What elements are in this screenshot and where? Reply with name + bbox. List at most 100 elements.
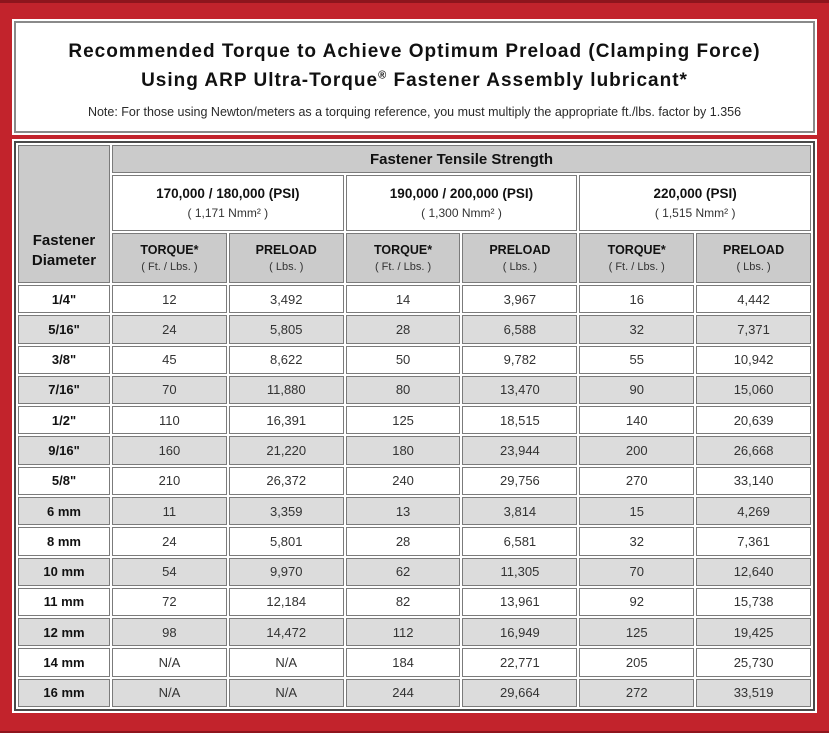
value-cell: 3,967: [462, 285, 578, 314]
table-row: 14 mm N/A N/A 184 22,771 205 25,730: [18, 648, 811, 677]
value-cell: 62: [345, 557, 461, 586]
value-cell: 11,305: [462, 557, 578, 586]
value-cell: 33,519: [696, 678, 811, 707]
fastener-diameter-cell: 5/16": [18, 315, 110, 344]
page-title-line2: Using ARP Ultra-Torque® Fastener Assembl…: [26, 66, 803, 95]
value-cell: 140: [579, 406, 695, 435]
value-cell: 23,944: [462, 436, 578, 465]
value-cell: 14: [345, 285, 461, 314]
torque-label: TORQUE*: [140, 243, 199, 257]
fastener-diameter-cell: 6 mm: [18, 496, 110, 526]
preload-unit: ( Lbs. ): [502, 261, 538, 273]
value-cell: 19,425: [696, 618, 811, 647]
nmm-value-2: ( 1,300 Nmm² ): [421, 206, 502, 220]
value-cell: 6,588: [462, 315, 578, 344]
fastener-diameter-cell: 1/2": [18, 406, 110, 435]
psi-value-1: 170,000 / 180,000 (PSI): [156, 186, 300, 201]
table-row: 12 mm 98 14,472 112 16,949 125 19,425: [18, 618, 811, 647]
table-row: 10 mm 54 9,970 62 11,305 70 12,640: [18, 557, 811, 586]
table-row: 8 mm 24 5,801 28 6,581 32 7,361: [18, 527, 811, 556]
value-cell: 4,269: [696, 496, 811, 526]
nmm-value-1: ( 1,171 Nmm² ): [187, 206, 269, 220]
value-cell: 8,622: [228, 345, 344, 374]
psi-group-2: 190,000 / 200,000 (PSI) ( 1,300 Nmm² ): [345, 175, 578, 231]
preload-label: PRELOAD: [489, 243, 551, 257]
table-row: 3/8" 45 8,622 50 9,782 55 10,942: [18, 345, 811, 374]
value-cell: 5,801: [228, 527, 344, 556]
table-row: 16 mm N/A N/A 244 29,664 272 33,519: [18, 678, 811, 707]
value-cell: 210: [112, 466, 227, 495]
table-row: 5/16" 24 5,805 28 6,588 32 7,371: [18, 315, 811, 344]
value-cell: 70: [112, 375, 227, 405]
table-row: 1/2" 110 16,391 125 18,515 140 20,639: [18, 406, 811, 435]
value-cell: 26,372: [228, 466, 344, 495]
fastener-diameter-cell: 16 mm: [18, 678, 110, 707]
psi-group-1: 170,000 / 180,000 (PSI) ( 1,171 Nmm² ): [112, 175, 344, 231]
value-cell: 82: [345, 587, 461, 617]
value-cell: 3,814: [462, 496, 578, 526]
value-cell: 12,184: [228, 587, 344, 617]
psi-value-3: 220,000 (PSI): [653, 186, 737, 201]
torque-label: TORQUE*: [607, 243, 666, 257]
fastener-diameter-cell: 3/8": [18, 345, 110, 374]
value-cell: 6,581: [462, 527, 578, 556]
value-cell: 25,730: [696, 648, 811, 677]
value-cell: 55: [579, 345, 695, 374]
table-row: 6 mm 11 3,359 13 3,814 15 4,269: [18, 496, 811, 526]
value-cell: 15: [579, 496, 695, 526]
value-cell: N/A: [112, 648, 227, 677]
fastener-diameter-cell: 14 mm: [18, 648, 110, 677]
preload-unit: ( Lbs. ): [736, 261, 771, 273]
value-cell: 13,470: [462, 375, 578, 405]
value-cell: 7,361: [696, 527, 811, 556]
page-content: Recommended Torque to Achieve Optimum Pr…: [14, 21, 815, 711]
value-cell: 20,639: [696, 406, 811, 435]
nmm-value-3: ( 1,515 Nmm² ): [654, 206, 736, 220]
value-cell: 7,371: [696, 315, 811, 344]
preload-header-1: PRELOAD ( Lbs. ): [228, 233, 344, 283]
value-cell: 240: [345, 466, 461, 495]
value-cell: 272: [579, 678, 695, 707]
value-cell: 28: [345, 315, 461, 344]
value-cell: N/A: [112, 678, 227, 707]
value-cell: 110: [112, 406, 227, 435]
value-cell: 5,805: [228, 315, 344, 344]
value-cell: 13,961: [462, 587, 578, 617]
table-row: 5/8" 210 26,372 240 29,756 270 33,140: [18, 466, 811, 495]
value-cell: 4,442: [696, 285, 811, 314]
preload-unit: ( Lbs. ): [269, 261, 304, 273]
fastener-diameter-cell: 11 mm: [18, 587, 110, 617]
value-cell: 32: [579, 315, 695, 344]
fastener-diameter-cell: 7/16": [18, 375, 110, 405]
conversion-note: Note: For those using Newton/meters as a…: [87, 104, 742, 119]
value-cell: 200: [579, 436, 695, 465]
spacer: [14, 133, 815, 141]
value-cell: 12: [112, 285, 227, 314]
value-cell: 270: [579, 466, 695, 495]
value-cell: 9,782: [462, 345, 578, 374]
torque-header-2: TORQUE* ( Ft. / Lbs. ): [345, 233, 461, 283]
value-cell: 160: [112, 436, 227, 465]
value-cell: 72: [112, 587, 227, 617]
value-cell: 90: [579, 375, 695, 405]
value-cell: 125: [345, 406, 461, 435]
value-cell: 92: [579, 587, 695, 617]
title-box: Recommended Torque to Achieve Optimum Pr…: [14, 21, 815, 133]
fastener-diameter-cell: 12 mm: [18, 618, 110, 647]
preload-header-3: PRELOAD ( Lbs. ): [696, 233, 811, 283]
preload-header-2: PRELOAD ( Lbs. ): [462, 233, 578, 283]
table-row: 1/4" 12 3,492 14 3,967 16 4,442: [18, 285, 811, 314]
fastener-diameter-cell: 5/8": [18, 466, 110, 495]
value-cell: 205: [579, 648, 695, 677]
value-cell: 80: [345, 375, 461, 405]
value-cell: 15,060: [696, 375, 811, 405]
value-cell: 13: [345, 496, 461, 526]
value-cell: 24: [112, 527, 227, 556]
value-cell: 16,391: [228, 406, 344, 435]
value-cell: 10,942: [696, 345, 811, 374]
value-cell: 9,970: [228, 557, 344, 586]
tensile-strength-header: Fastener Tensile Strength: [112, 145, 811, 173]
value-cell: 50: [345, 345, 461, 374]
value-cell: 12,640: [696, 557, 811, 586]
